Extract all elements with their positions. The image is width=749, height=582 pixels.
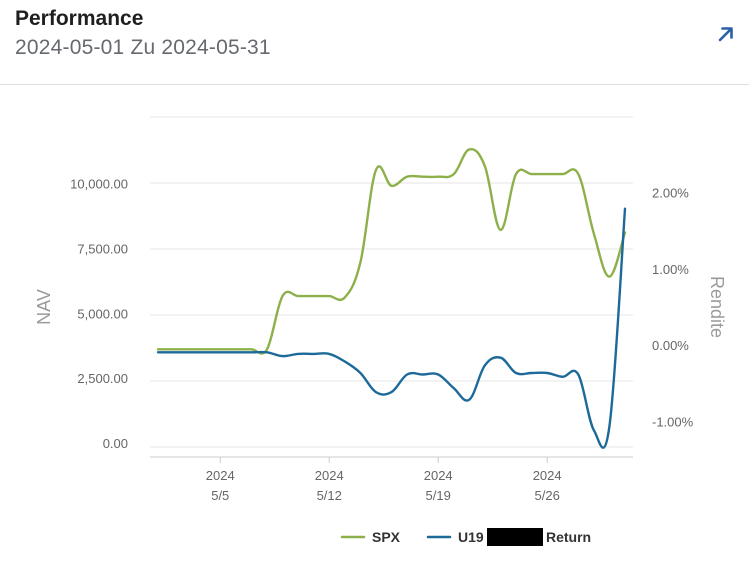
x-tick-label-year: 2024: [424, 468, 453, 483]
chart-svg: 10,000.00 7,500.00 5,000.00 2,500.00 0.00 2.0…: [34, 116, 727, 546]
x-tick-label-date: 5/26: [535, 488, 560, 503]
y-left-tick-label: 7,500.00: [77, 241, 128, 256]
x-tick-label-year: 2024: [206, 468, 235, 483]
y-left-tick-label: 5,000.00: [77, 306, 128, 321]
x-tick-label-year: 2024: [315, 468, 344, 483]
legend-redaction-box: [487, 528, 543, 546]
legend-label-account-prefix: U19: [458, 529, 484, 545]
x-tick-label-date: 5/5: [211, 488, 229, 503]
x-tick-label-date: 5/12: [317, 488, 342, 503]
y-left-tick-label: 10,000.00: [70, 176, 128, 191]
arrow-up-right-icon[interactable]: [714, 22, 738, 46]
y-left-tick-label: 0.00: [103, 436, 128, 451]
y-right-tick-label: 0.00%: [652, 338, 689, 353]
y-left-tick-label: 2,500.00: [77, 371, 128, 386]
y-left-axis-title: NAV: [34, 289, 54, 325]
account-return-series-line: [156, 207, 627, 449]
widget-header: Performance 2024-05-01 Zu 2024-05-31: [0, 0, 749, 85]
y-right-tick-label: 2.00%: [652, 185, 689, 200]
spx-series-line: [156, 147, 627, 355]
x-tick-label-date: 5/19: [426, 488, 451, 503]
date-range-subtitle: 2024-05-01 Zu 2024-05-31: [15, 36, 271, 59]
legend-label-spx: SPX: [372, 529, 401, 545]
widget-title: Performance: [15, 7, 144, 30]
performance-chart: 10,000.00 7,500.00 5,000.00 2,500.00 0.00 2.0…: [0, 85, 749, 577]
x-tick-label-year: 2024: [533, 468, 562, 483]
legend-label-account-suffix: Return: [546, 529, 591, 545]
y-right-tick-label: -1.00%: [652, 415, 694, 430]
y-right-axis-title: Rendite: [707, 276, 727, 338]
y-right-tick-label: 1.00%: [652, 262, 689, 277]
